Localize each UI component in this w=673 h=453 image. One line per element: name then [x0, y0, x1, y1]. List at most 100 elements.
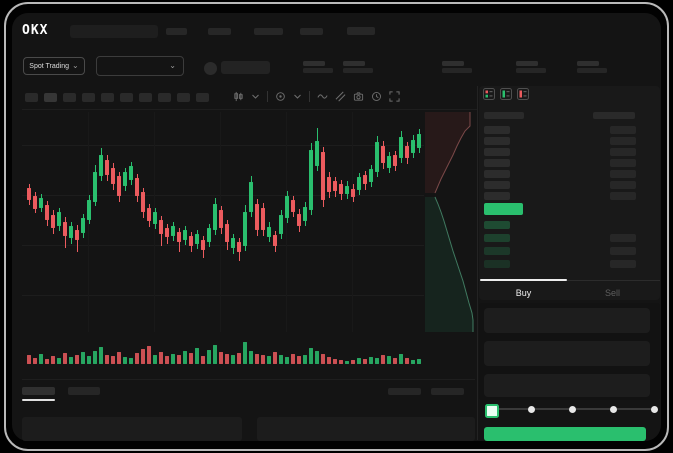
stat-value-1: [343, 68, 373, 73]
market-type-dropdown[interactable]: Spot Trading ⌄: [23, 57, 85, 75]
timeframe-button-2[interactable]: [63, 93, 76, 102]
slider-dot-1[interactable]: [527, 405, 535, 413]
slider-dot-3[interactable]: [609, 405, 617, 413]
ask-price-row-1[interactable]: [484, 137, 510, 145]
candle-body: [183, 230, 187, 240]
book-split-view-icon[interactable]: [483, 88, 495, 100]
buy-button[interactable]: [484, 427, 646, 441]
book-column-header-1: [593, 112, 635, 119]
orders-action-0[interactable]: [388, 388, 421, 395]
volume-bar: [249, 351, 253, 364]
history-clock-icon[interactable]: [371, 91, 382, 102]
candle-body: [303, 207, 307, 221]
bid-price-row-1[interactable]: [484, 234, 510, 242]
ask-amount-row-2: [610, 148, 636, 156]
candle-body: [213, 204, 217, 230]
bid-price-row-3[interactable]: [484, 260, 510, 268]
bid-amount-row-1: [610, 247, 636, 255]
orders-tab-1[interactable]: [68, 387, 100, 395]
stat-label-4: [577, 61, 599, 66]
volume-bar: [123, 357, 127, 364]
volume-bar: [255, 354, 259, 364]
active-bottom-tab-underline: [22, 399, 55, 401]
bid-amount-row-2: [610, 260, 636, 268]
volume-bar: [63, 353, 67, 364]
nav-item-0[interactable]: [166, 28, 187, 35]
candle-body: [27, 188, 31, 200]
book-buy-view-icon[interactable]: [500, 88, 512, 100]
ask-price-row-6[interactable]: [484, 192, 510, 200]
ask-price-row-5[interactable]: [484, 181, 510, 189]
timeframe-button-6[interactable]: [139, 93, 152, 102]
tab-buy[interactable]: Buy: [515, 288, 532, 298]
timeframe-button-4[interactable]: [101, 93, 114, 102]
bottom-divider-line: [22, 379, 475, 380]
volume-bar: [225, 354, 229, 364]
indicators-icon[interactable]: [275, 91, 286, 102]
bid-price-row-2[interactable]: [484, 247, 510, 255]
timeframe-button-1[interactable]: [44, 93, 57, 102]
book-sell-view-icon[interactable]: [517, 88, 529, 100]
volume-bar: [33, 358, 37, 364]
price-input[interactable]: [484, 308, 650, 333]
nav-item-2[interactable]: [254, 28, 283, 35]
volume-bar: [27, 355, 31, 364]
chevron-down-icon[interactable]: [251, 92, 260, 101]
nav-item-4[interactable]: [347, 27, 375, 35]
timeframe-button-5[interactable]: [120, 93, 133, 102]
trading-pair-dropdown[interactable]: ⌄: [96, 56, 184, 76]
timeframe-button-8[interactable]: [177, 93, 190, 102]
fullscreen-icon[interactable]: [389, 90, 400, 102]
orders-tab-0[interactable]: [22, 387, 55, 395]
ask-price-row-3[interactable]: [484, 159, 510, 167]
slider-dot-2[interactable]: [568, 405, 576, 413]
h-gridline: [22, 145, 424, 146]
chevron-down-icon: ⌄: [72, 61, 79, 70]
volume-bar: [369, 357, 373, 364]
trendline-icon[interactable]: [335, 91, 346, 102]
chevron-down-icon[interactable]: [293, 92, 302, 101]
toolbar-divider: [309, 90, 310, 102]
tab-sell[interactable]: Sell: [604, 288, 620, 298]
candle-body: [327, 177, 331, 192]
slider-dot-4[interactable]: [650, 405, 658, 413]
volume-bar: [147, 346, 151, 364]
total-input[interactable]: [484, 374, 650, 397]
timeframe-button-3[interactable]: [82, 93, 95, 102]
depth-chart: [425, 112, 474, 332]
orderbook-view-toggles: [483, 88, 529, 100]
candle-body: [405, 146, 409, 158]
volume-bar: [57, 358, 61, 364]
wave-line-icon[interactable]: [317, 91, 328, 102]
candle-type-icon[interactable]: [233, 91, 244, 102]
nav-item-3[interactable]: [300, 28, 323, 35]
ask-price-row-0[interactable]: [484, 126, 510, 134]
last-price-highlight: [484, 203, 523, 215]
ask-price-row-2[interactable]: [484, 148, 510, 156]
timeframe-button-7[interactable]: [158, 93, 171, 102]
candle-body: [267, 227, 271, 237]
volume-bar: [351, 360, 355, 364]
volume-bar: [171, 354, 175, 364]
nav-item-1[interactable]: [208, 28, 231, 35]
candle-body: [69, 226, 73, 238]
candle-body: [243, 212, 247, 246]
timeframe-button-9[interactable]: [196, 93, 209, 102]
bid-price-row-0[interactable]: [484, 221, 510, 229]
candle-body: [141, 192, 145, 212]
book-column-header-0: [484, 112, 524, 119]
orders-panel-1: [257, 417, 475, 441]
toolbar-divider: [267, 90, 268, 102]
camera-icon[interactable]: [353, 91, 364, 102]
volume-bar: [285, 357, 289, 364]
amount-input[interactable]: [484, 341, 650, 366]
candle-body: [75, 230, 79, 240]
candle-body: [153, 212, 157, 224]
search-input[interactable]: [70, 25, 158, 38]
slider-handle[interactable]: [485, 404, 499, 418]
orders-action-1[interactable]: [431, 388, 464, 395]
ask-price-row-4[interactable]: [484, 170, 510, 178]
pair-coin-avatar: [204, 62, 217, 75]
timeframe-button-0[interactable]: [25, 93, 38, 102]
